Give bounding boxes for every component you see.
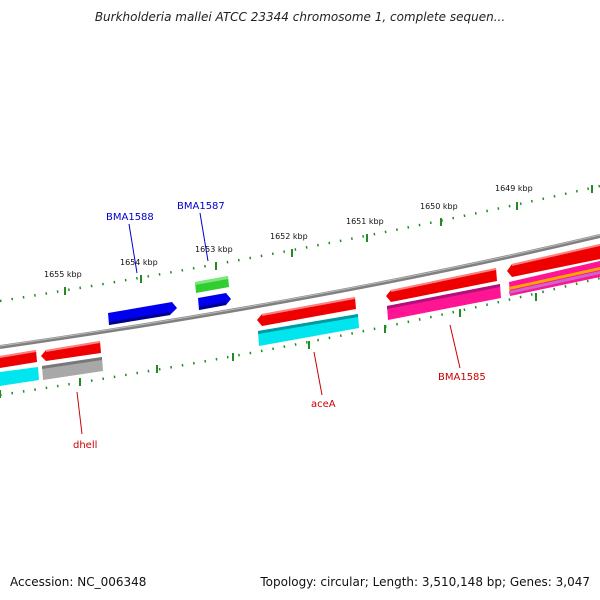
gray-feature[interactable] (42, 357, 103, 380)
map-title: Burkholderia mallei ATCC 23344 chromosom… (94, 10, 506, 24)
scale-label-1650: 1650 kbp (420, 202, 458, 211)
scale-label-1654: 1654 kbp (120, 258, 158, 267)
scale-label-1651: 1651 kbp (346, 217, 384, 226)
major-ticks (64, 185, 593, 295)
label-dhell[interactable]: dhell (73, 440, 97, 451)
gene-red-left-2[interactable] (41, 341, 101, 361)
label-bma1588[interactable]: BMA1588 (106, 212, 154, 223)
inner-tick-ring (0, 276, 600, 397)
scale-label-1653: 1653 kbp (195, 245, 233, 254)
leader-dhell (76, 391, 83, 435)
leader-bma1585 (449, 324, 461, 369)
outer-tick-ring (0, 184, 600, 303)
inner-major-ticks (0, 293, 537, 398)
chromosome-backbone (0, 234, 600, 349)
accession-text: Accession: NC_006348 (10, 575, 147, 589)
cyan-feature-left[interactable] (0, 367, 39, 386)
label-bma1587[interactable]: BMA1587 (177, 201, 225, 212)
genome-stats-text: Topology: circular; Length: 3,510,148 bp… (260, 575, 590, 589)
scale-label-1649: 1649 kbp (495, 184, 533, 193)
label-acea[interactable]: aceA (311, 399, 336, 410)
cyan-feature-acea[interactable] (258, 314, 359, 346)
magenta-feature[interactable] (387, 284, 501, 320)
gene-red-right[interactable] (507, 244, 600, 277)
leader-bma1588 (128, 223, 138, 274)
label-bma1585[interactable]: BMA1585 (438, 372, 486, 383)
leader-acea (313, 351, 323, 396)
scale-label-1652: 1652 kbp (270, 232, 308, 241)
gene-bma1588[interactable] (108, 302, 177, 325)
gene-red-mid[interactable] (386, 268, 497, 302)
scale-label-1655: 1655 kbp (44, 270, 82, 279)
leader-bma1587 (199, 212, 209, 262)
gene-acea[interactable] (257, 297, 356, 326)
